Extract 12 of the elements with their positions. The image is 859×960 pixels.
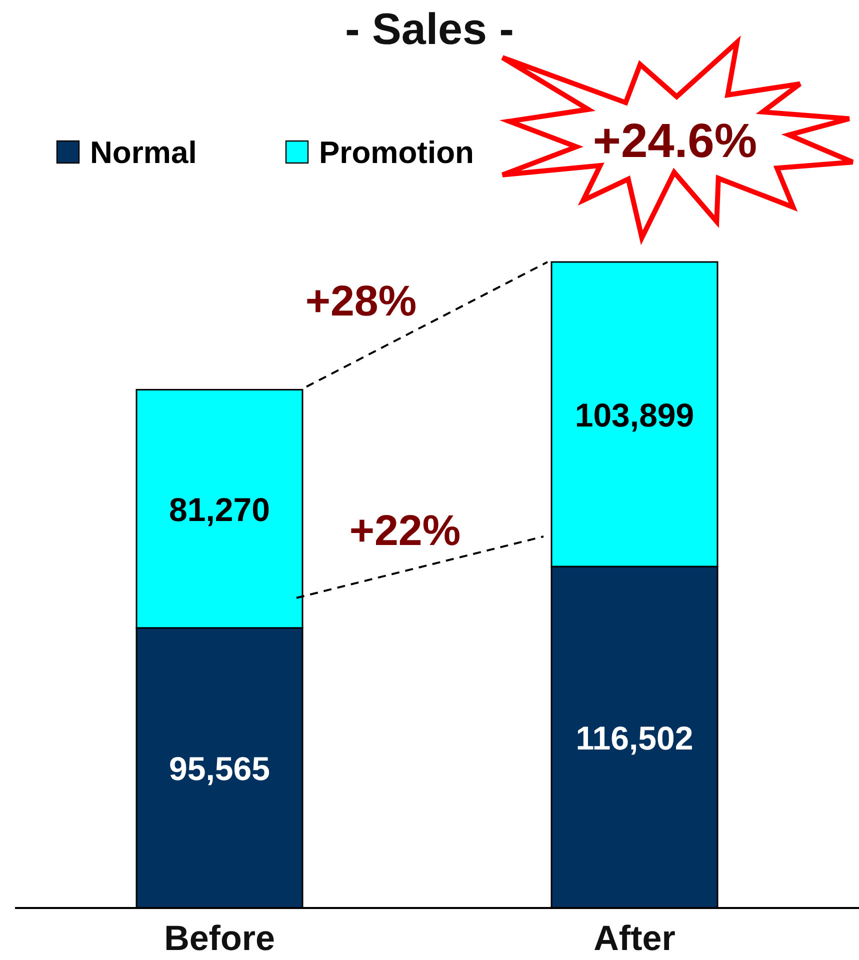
x-tick-label: After: [594, 919, 676, 958]
text: +24.6%: [592, 115, 758, 168]
x-tick-label: Before: [164, 919, 275, 958]
chart-title: - Sales -: [345, 5, 514, 54]
data-label: 95,565: [169, 750, 270, 787]
data-label: 103,899: [574, 396, 694, 434]
data-label: 81,270: [169, 490, 270, 528]
annotation: +28%: [305, 277, 417, 326]
annotation: +22%: [349, 507, 461, 556]
data-label: 116,502: [576, 719, 694, 756]
legend-label: Normal: [90, 135, 197, 170]
legend-label: Promotion: [319, 135, 474, 170]
